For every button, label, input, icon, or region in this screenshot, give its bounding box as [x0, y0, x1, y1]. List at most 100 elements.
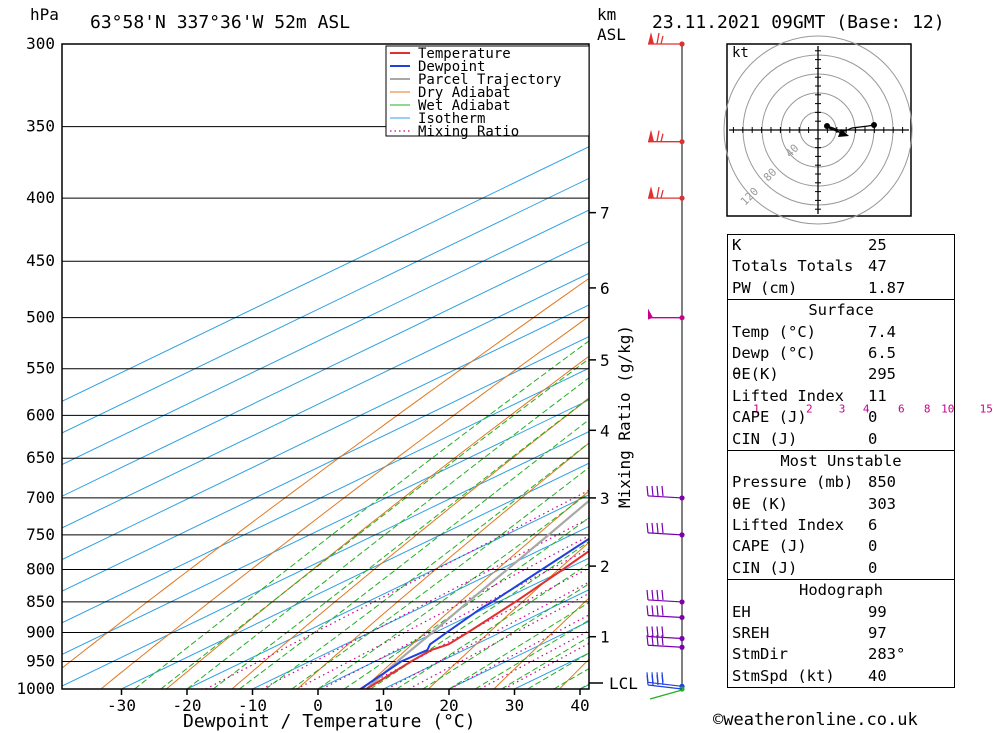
- precipitable-water-row: PW (cm) 1.87: [728, 278, 954, 299]
- wet-adiabat-line: [396, 562, 589, 689]
- surface-dewp-value: 6.5: [868, 343, 896, 362]
- wet-adiabat-line: [343, 517, 589, 689]
- indices-box: K 25 Totals Totals 47 PW (cm) 1.87: [727, 234, 955, 301]
- wind-level-dot: [679, 614, 685, 621]
- temperature-label: 10: [374, 696, 393, 715]
- wind-barb-flag: [651, 485, 654, 496]
- isotherm-line: [62, 399, 589, 656]
- km-label: 4: [600, 421, 610, 440]
- wet-adiabat-line: [370, 540, 589, 689]
- wind-barb-flag: [656, 674, 659, 686]
- mu-theta-row: θE (K) 303: [728, 494, 954, 515]
- sreh-value: 97: [868, 624, 887, 643]
- parcel-trajectory-line: [365, 499, 589, 689]
- wind-barb-flag: [651, 674, 654, 686]
- mixing-ratio-label: 3: [839, 403, 846, 416]
- weatheronline-credit[interactable]: ©weatheronline.co.uk: [713, 710, 918, 730]
- wind-barb-flag: [656, 32, 660, 45]
- hodograph-box: Hodograph EH 99 SREH 97 StmDir 283° StmSpd …: [727, 580, 955, 689]
- mixing-ratio-line: [296, 535, 589, 689]
- totals-totals-label: Totals Totals: [732, 257, 854, 276]
- stmdir-value: 283°: [868, 645, 906, 664]
- wind-barbs: [646, 32, 685, 700]
- surface-box: Surface Temp (°C) 7.4 Dewp (°C) 6.5 θE(K) 2…: [727, 300, 955, 451]
- pressure-axis-labels: 300 350 400 450 500 550 600 650 700 750 800 850 900 9…: [16, 34, 55, 698]
- pressure-label: 650: [26, 448, 55, 467]
- legend-temperature: Temperature: [418, 46, 511, 62]
- km-label: 7: [600, 204, 610, 223]
- hodograph-plot: kt 40 80 120: [723, 35, 913, 225]
- eh-label: EH: [732, 602, 751, 621]
- temperature-label: 20: [439, 696, 458, 715]
- pressure-label: 800: [26, 559, 55, 578]
- surface-temp-row: Temp (°C) 7.4: [728, 322, 954, 343]
- legend-mixing-ratio: Mixing Ratio: [418, 124, 519, 140]
- hpa-unit-label: hPa: [30, 5, 59, 24]
- wind-barb-shaft: [647, 644, 683, 648]
- pressure-label: 550: [26, 359, 55, 378]
- k-index-row: K 25: [728, 235, 954, 256]
- mixing-ratio-label: 15: [980, 403, 993, 416]
- isotherm-line: [62, 367, 589, 624]
- km-label: 1: [600, 628, 610, 647]
- eh-value: 99: [868, 602, 887, 621]
- mu-theta-value: 303: [868, 494, 896, 513]
- surface-cin-value: 0: [868, 429, 878, 448]
- pressure-label: 300: [26, 34, 55, 53]
- temperature-label: -20: [173, 696, 202, 715]
- wind-barb-flag: [656, 626, 659, 637]
- wind-barb-flag: [646, 626, 649, 637]
- stmdir-label: StmDir: [732, 645, 788, 664]
- pw-value: 1.87: [868, 278, 906, 297]
- isotherm-line: [62, 336, 589, 592]
- pw-label: PW (cm): [732, 278, 798, 297]
- temperature-label: -10: [238, 696, 267, 715]
- wind-barb-flag: [646, 605, 649, 616]
- wind-barb-flag: [646, 635, 649, 646]
- location-title: 63°58'N 337°36'W 52m ASL: [90, 12, 350, 33]
- wind-barb-shaft: [647, 532, 683, 536]
- wet-adiabat-line: [186, 377, 589, 689]
- totals-totals-row: Totals Totals 47: [728, 256, 954, 277]
- mu-li-label: Lifted Index: [732, 516, 844, 535]
- pressure-label: 900: [26, 623, 55, 642]
- hodograph-title: Hodograph: [799, 581, 883, 600]
- wind-barb-flag: [651, 522, 654, 533]
- mixing-ratio-line: [261, 517, 589, 689]
- mixing-ratio-label: 4: [863, 403, 870, 416]
- isotherm-line: [62, 146, 589, 402]
- wind-barb-flag: [661, 626, 664, 637]
- temperature-axis-ticks: [120, 689, 581, 695]
- wind-barb-flag: [651, 605, 654, 616]
- wind-barb-flag: [660, 133, 664, 142]
- wind-barb-flag: [660, 35, 664, 45]
- dry-adiabat-line: [952, 44, 1000, 689]
- isotherm-line: [62, 241, 589, 497]
- asl-unit-label: ASL: [597, 25, 626, 44]
- totals-totals-value: 47: [868, 257, 887, 276]
- isotherm-line: [121, 462, 589, 689]
- dry-adiabat-line: [493, 597, 589, 689]
- temperature-axis-labels: -30 -20 -10 0 10 20 30 40: [107, 696, 590, 715]
- km-label: 5: [600, 351, 610, 370]
- isotherm-line: [252, 525, 589, 689]
- mu-cin-row: CIN (J) 0: [728, 558, 954, 579]
- surface-dewp-row: Dewp (°C) 6.5: [728, 343, 954, 364]
- pressure-label: 350: [26, 117, 55, 136]
- wind-barb-flag: [656, 522, 659, 533]
- wind-barb-pennant: [648, 32, 654, 44]
- hodograph-storm-arrow: [838, 129, 849, 137]
- wind-barb-flag: [661, 589, 664, 600]
- temperature-line: [365, 549, 589, 689]
- most-unstable-title: Most Unstable: [780, 451, 902, 470]
- mu-theta-label: θE (K): [732, 494, 788, 513]
- wind-barb-flag: [651, 635, 654, 646]
- mu-cin-label: CIN (J): [732, 558, 798, 577]
- sreh-label: SREH: [732, 624, 770, 643]
- wind-barb-flag: [661, 522, 664, 533]
- surface-cape-row: CAPE (J) 0: [728, 407, 954, 428]
- date-title: 23.11.2021 09GMT (Base: 12): [652, 12, 945, 33]
- pressure-label: 600: [26, 405, 55, 424]
- legend-wet-adiabat: Wet Adiabat: [418, 98, 511, 114]
